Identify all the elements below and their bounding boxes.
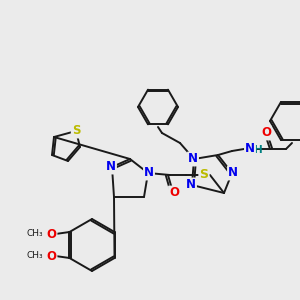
- Text: N: N: [186, 178, 196, 191]
- Text: H: H: [254, 145, 262, 155]
- Text: N: N: [188, 152, 198, 166]
- Text: S: S: [72, 124, 80, 137]
- Text: CH₃: CH₃: [26, 251, 43, 260]
- Text: S: S: [200, 169, 208, 182]
- Text: O: O: [46, 250, 56, 262]
- Text: N: N: [228, 167, 238, 179]
- Text: O: O: [46, 227, 56, 241]
- Text: N: N: [144, 167, 154, 179]
- Text: N: N: [106, 160, 116, 173]
- Text: CH₃: CH₃: [26, 230, 43, 238]
- Text: O: O: [261, 127, 271, 140]
- Text: O: O: [169, 187, 179, 200]
- Text: N: N: [245, 142, 255, 155]
